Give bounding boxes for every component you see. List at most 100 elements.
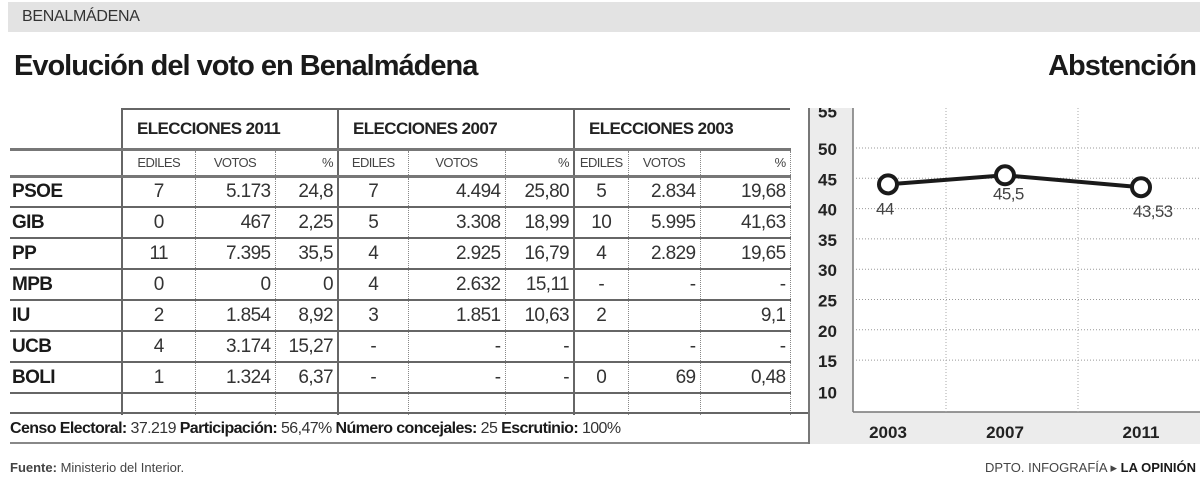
table-row: GIB 0 467 2,25 5 3.308 18,99 10 5.995 41,63 xyxy=(10,207,791,239)
y-tick-label: 40 xyxy=(818,201,837,220)
pct-cell: - xyxy=(504,362,574,394)
pct-cell: - xyxy=(504,331,574,363)
votos-cell: - xyxy=(407,331,505,363)
page-title: Evolución del voto en Benalmádena xyxy=(14,50,478,82)
y-tick-label: 45 xyxy=(818,170,837,189)
escrutinio-label: Escrutinio: xyxy=(501,420,579,437)
section-bar: BENALMÁDENA xyxy=(8,2,1200,32)
censo-value: 37.219 xyxy=(130,420,177,437)
pct-cell: 15,27 xyxy=(274,331,338,363)
pct-cell: 16,79 xyxy=(504,238,574,270)
chart-svg: 55 50 45 40 35 30 25 20 15 10 44 2003 45,5 2007 43,53 2… xyxy=(818,108,1200,442)
party-name: PP xyxy=(10,238,122,270)
ediles-cell: 2 xyxy=(573,300,628,332)
data-label: 43,53 xyxy=(1133,202,1173,221)
votos-cell: 2.834 xyxy=(627,176,700,208)
filler-cell xyxy=(337,393,408,415)
group-2003: ELECCIONES 2003 xyxy=(572,108,791,149)
filler-cell xyxy=(274,393,338,415)
escrutinio-value: 100% xyxy=(581,420,621,437)
plot-area xyxy=(853,108,1200,412)
votos-cell: 467 xyxy=(194,207,275,239)
y-tick-label: 35 xyxy=(818,231,837,250)
ediles-cell: - xyxy=(573,269,628,301)
ediles-cell: - xyxy=(337,331,408,363)
table-row: PP 11 7.395 35,5 4 2.925 16,79 4 2.829 19,65 xyxy=(10,238,791,270)
pct-cell: 6,37 xyxy=(274,362,338,394)
pct-cell: 25,80 xyxy=(504,176,574,208)
ediles-cell: 4 xyxy=(121,331,195,363)
data-point xyxy=(1130,176,1152,199)
data-point xyxy=(994,164,1016,187)
votos-cell: 0 xyxy=(194,269,275,301)
ediles-cell: 5 xyxy=(573,176,628,208)
source-text: Ministerio del Interior. xyxy=(60,460,185,475)
table-row: BOLI 1 1.324 6,37- - -0 69 0,48 xyxy=(10,362,791,394)
pct-cell: 19,68 xyxy=(699,176,791,208)
pct-cell: 19,65 xyxy=(699,238,791,270)
y-tick-label: 15 xyxy=(818,352,837,371)
filler-cell xyxy=(194,393,275,415)
y-tick-label: 30 xyxy=(818,261,837,280)
votos-cell: 2.632 xyxy=(407,269,505,301)
data-label: 45,5 xyxy=(993,184,1024,203)
table-row: IU 2 1.854 8,92 3 1.851 10,63 2 9,1 xyxy=(10,300,791,332)
y-tick-label: 55 xyxy=(818,108,837,122)
filler-cell xyxy=(504,393,574,415)
source-label: Fuente: xyxy=(10,460,57,475)
subheader-pct: % xyxy=(274,147,338,178)
table-row: PSOE 7 5.173 24,8 7 4.494 25,80 5 2.834 19,68 xyxy=(10,176,791,208)
ediles-cell: 4 xyxy=(337,269,408,301)
pct-cell: 18,99 xyxy=(504,207,574,239)
votos-cell: 4.494 xyxy=(407,176,505,208)
subheader-ediles: EDILES xyxy=(121,147,195,178)
results-table: ELECCIONES 2011 ELECCIONES 2007 ELECCION… xyxy=(10,108,791,415)
credit-dept: DPTO. INFOGRAFÍA xyxy=(985,460,1107,475)
censo-label: Censo Electoral: xyxy=(10,420,127,437)
votos-cell: 7.395 xyxy=(194,238,275,270)
concejales-label: Número concejales: xyxy=(335,420,478,437)
votos-cell: 1.854 xyxy=(194,300,275,332)
pct-cell: - xyxy=(699,331,791,363)
filler-cell xyxy=(121,393,195,415)
votos-cell: 69 xyxy=(627,362,700,394)
party-name: IU xyxy=(10,300,122,332)
ediles-cell: 7 xyxy=(121,176,195,208)
ediles-cell: 3 xyxy=(337,300,408,332)
concejales-value: 25 xyxy=(480,420,498,437)
table-row: UCB 4 3.174 15,27- - - - - xyxy=(10,331,791,363)
ediles-cell: 4 xyxy=(337,238,408,270)
pct-cell: 9,1 xyxy=(699,300,791,332)
votos-cell: 3.174 xyxy=(194,331,275,363)
party-name: MPB xyxy=(10,269,122,301)
table-row: MPB 0 0 0 4 2.632 15,11- - - xyxy=(10,269,791,301)
pct-cell: 2,25 xyxy=(274,207,338,239)
ediles-cell: 2 xyxy=(121,300,195,332)
party-name: UCB xyxy=(10,331,122,363)
triangle-icon: ▸ xyxy=(1110,460,1118,475)
ediles-cell: 10 xyxy=(573,207,628,239)
pct-cell: 10,63 xyxy=(504,300,574,332)
party-name: BOLI xyxy=(10,362,122,394)
votos-cell: 1.851 xyxy=(407,300,505,332)
votos-cell: - xyxy=(627,269,700,301)
subheader-votos: VOTOS xyxy=(194,147,275,178)
y-tick-label: 25 xyxy=(818,292,837,311)
votos-cell: 3.308 xyxy=(407,207,505,239)
chart-title: Abstención xyxy=(1048,50,1197,82)
ediles-cell: 0 xyxy=(121,269,195,301)
x-tick-label: 2003 xyxy=(869,423,907,442)
votos-cell: 5.995 xyxy=(627,207,700,239)
pct-cell: 15,11 xyxy=(504,269,574,301)
group-2011: ELECCIONES 2011 xyxy=(121,108,338,149)
data-label: 44 xyxy=(876,199,894,218)
x-tick-label: 2011 xyxy=(1123,423,1160,442)
blank xyxy=(10,147,122,178)
ediles-cell: 11 xyxy=(121,238,195,270)
ediles-cell: 0 xyxy=(573,362,628,394)
votos-cell: 2.925 xyxy=(407,238,505,270)
pct-cell: 8,92 xyxy=(274,300,338,332)
ediles-cell: 1 xyxy=(121,362,195,394)
participacion-value: 56,47% xyxy=(281,420,332,437)
pct-cell: 0,48 xyxy=(699,362,791,394)
